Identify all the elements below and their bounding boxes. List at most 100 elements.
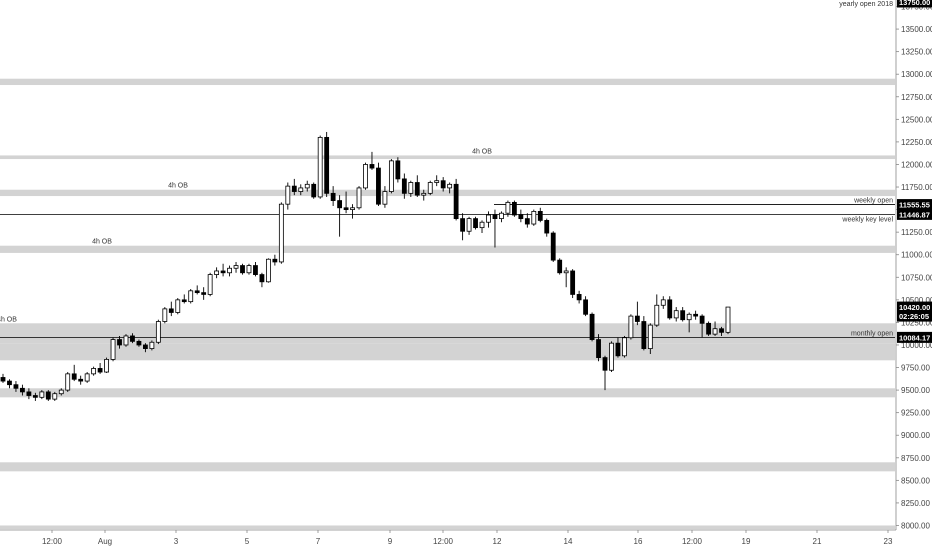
candle-up [39,391,45,398]
candle-down [32,395,38,398]
candle-up [155,321,161,343]
zone-band [0,323,895,344]
candle-down [589,313,595,340]
x-tick-label: 16 [634,537,643,546]
candle-down [181,299,187,303]
candle-down [240,265,245,274]
candle-up [123,335,129,346]
candle-down [667,299,673,319]
candle-up [104,359,109,373]
candle-up [207,274,213,295]
candle-up [712,328,718,335]
candle-up [363,164,368,189]
candle-up [686,313,692,321]
levels-layer: yearly open 2018 weekly open weekly key le… [0,1,895,338]
zone-label: 4h OB [0,316,17,323]
yearly-open-tag: 13750.00 [899,0,930,7]
candle-down [550,232,556,261]
candle-up [563,270,569,274]
candle-up [356,187,362,209]
y-tick-label: 11750.00 [901,183,932,192]
candle-up [265,258,271,283]
candle-down [524,218,530,225]
candle-up [408,182,414,194]
candle-down [311,183,317,198]
candle-down [615,342,621,357]
candle-down [26,391,32,396]
candle-up [188,290,194,303]
x-tick-label: 23 [884,537,893,546]
candle-up [505,201,511,214]
candle-down [272,258,278,263]
candle-up [725,306,731,333]
candle-up [421,192,427,196]
candle-up [285,185,291,205]
monthly-open-tag-bg [897,331,932,343]
y-tick-label: 10750.00 [901,273,932,282]
candle-down [537,210,543,221]
x-tick-label: Aug [98,537,112,546]
candle-down [583,299,588,315]
candle-down [97,368,103,373]
candle-up [298,187,304,192]
candle-up [447,183,453,189]
candle-down [71,373,77,380]
zone-band [0,155,895,160]
x-tick-label: 12:00 [433,537,454,546]
candle-up [622,337,627,357]
candle-up [52,393,58,400]
y-axis: 8000.00 8250.00 8500.00 8750.00 9000.00 9250.… [895,0,932,530]
candle-down [706,322,711,335]
candle-down [337,200,343,209]
candle-down [453,183,459,220]
candle-down [20,387,25,393]
current-price-tag-bg [897,301,932,313]
x-tick-label: 5 [245,537,250,546]
candle-down [557,259,563,274]
candle-down [414,182,420,196]
candle-down [330,192,336,201]
zone-label: 4h OB [168,183,188,190]
candle-down [291,185,297,192]
candle-down [259,274,265,283]
candle-up [110,339,116,360]
y-tick-label: 13000.00 [901,70,932,79]
candle-down [596,339,601,359]
zone-label: 4h OB [472,148,492,155]
candle-down [719,328,724,333]
candle-down [194,290,200,294]
zone-band [0,525,895,530]
candle-down [376,167,381,205]
candle-down [440,180,446,189]
level-label: weekly open [853,198,893,205]
y-tick-label: 10250.00 [901,318,932,327]
y-tick-label: 12500.00 [901,115,932,124]
candle-up [479,221,485,229]
candle-up [149,341,155,349]
x-tick-label: 21 [813,537,822,546]
candle-up [317,136,323,198]
candle-down [518,214,524,220]
candle-up [434,180,440,183]
candle-down [576,294,582,301]
candle-up [278,203,284,263]
y-tick-label: 8750.00 [901,454,930,463]
candle-up [84,373,90,382]
candle-down [699,315,705,324]
zone-band [0,78,895,86]
candles-layer [0,131,731,401]
candle-up [486,214,491,223]
zone-band [0,388,895,398]
x-axis: 12:00 Aug 3 5 7 9 12:00 12 14 16 12:00 19 21 23 [0,529,896,546]
y-tick-label: 10000.00 [901,341,932,350]
weekly-key-level-tag: 11446.87 [899,210,930,219]
candle-up [466,218,472,232]
candle-down [220,270,226,274]
y-tick-label: 12250.00 [901,138,932,147]
candle-up [214,270,220,275]
candle-up [388,160,394,192]
y-tick-label: 9000.00 [901,431,930,440]
candle-down [143,344,148,349]
